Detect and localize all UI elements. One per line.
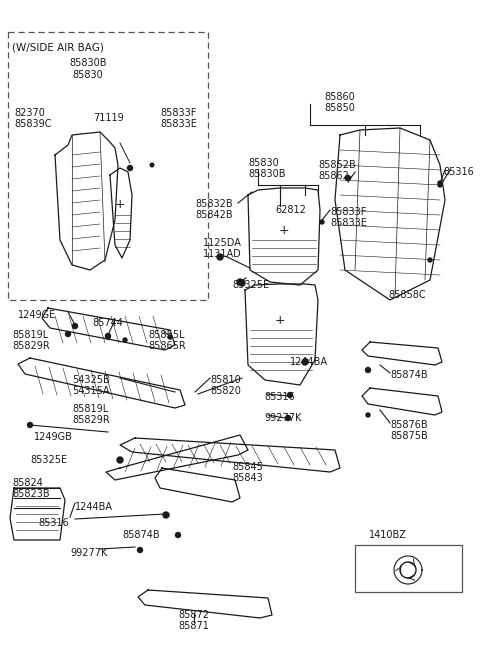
- Text: +: +: [279, 224, 289, 237]
- Text: 1244BA: 1244BA: [75, 502, 113, 512]
- Circle shape: [302, 359, 308, 365]
- Text: 1131AD: 1131AD: [203, 249, 242, 259]
- Circle shape: [438, 183, 442, 187]
- Circle shape: [150, 163, 154, 167]
- Text: 1244BA: 1244BA: [290, 357, 328, 367]
- Circle shape: [365, 367, 371, 373]
- Bar: [8, 32, 208, 300]
- Text: 85872: 85872: [179, 610, 209, 620]
- Text: 85876B: 85876B: [390, 420, 428, 430]
- Circle shape: [346, 176, 350, 180]
- Text: 71119: 71119: [93, 113, 124, 123]
- Text: 85830: 85830: [72, 70, 103, 80]
- Text: 85325E: 85325E: [232, 280, 269, 290]
- Text: 99277K: 99277K: [264, 413, 301, 423]
- Circle shape: [239, 280, 245, 286]
- Text: 85830: 85830: [248, 158, 279, 168]
- Text: 85833E: 85833E: [330, 218, 367, 228]
- Circle shape: [65, 331, 71, 337]
- Text: 85316: 85316: [264, 392, 295, 402]
- Circle shape: [288, 392, 292, 398]
- Circle shape: [217, 254, 223, 260]
- Text: 85839C: 85839C: [14, 119, 51, 129]
- Text: 85833F: 85833F: [160, 108, 196, 118]
- Text: 85820: 85820: [210, 386, 241, 396]
- Circle shape: [438, 181, 442, 185]
- Circle shape: [27, 422, 33, 428]
- Text: 85845: 85845: [233, 462, 264, 472]
- Text: 82370: 82370: [14, 108, 45, 118]
- Circle shape: [106, 333, 110, 338]
- Text: 85829R: 85829R: [72, 415, 110, 425]
- Text: 85874B: 85874B: [390, 370, 428, 380]
- Text: 85852B: 85852B: [318, 160, 356, 170]
- Circle shape: [106, 335, 110, 339]
- Text: 54315A: 54315A: [72, 386, 109, 396]
- Text: 85830B: 85830B: [248, 169, 286, 179]
- Text: 85325E: 85325E: [30, 455, 67, 465]
- Text: 85862: 85862: [318, 171, 349, 181]
- Text: +: +: [115, 199, 125, 211]
- Circle shape: [428, 258, 432, 262]
- Circle shape: [137, 548, 143, 552]
- Text: 85875B: 85875B: [390, 431, 428, 441]
- Text: 54325B: 54325B: [72, 375, 110, 385]
- Text: 85874B: 85874B: [122, 530, 160, 540]
- Text: 85316: 85316: [443, 167, 474, 177]
- Circle shape: [286, 415, 290, 420]
- Circle shape: [117, 457, 123, 463]
- Text: +: +: [275, 314, 285, 327]
- Text: 85316: 85316: [38, 518, 69, 528]
- Text: 85829R: 85829R: [12, 341, 50, 351]
- Text: 85824: 85824: [12, 478, 43, 488]
- Text: 85833E: 85833E: [160, 119, 197, 129]
- Circle shape: [366, 413, 370, 417]
- Text: 99277K: 99277K: [70, 548, 108, 558]
- Text: 85843: 85843: [233, 473, 264, 483]
- Text: 85871: 85871: [179, 621, 209, 631]
- Text: 85819L: 85819L: [72, 404, 108, 414]
- Circle shape: [163, 512, 169, 518]
- Text: 1125DA: 1125DA: [203, 238, 242, 248]
- Circle shape: [320, 220, 324, 224]
- Text: 1249GB: 1249GB: [34, 432, 73, 442]
- Text: 85858C: 85858C: [388, 290, 426, 300]
- Text: 85850: 85850: [324, 103, 355, 113]
- Text: 85832B: 85832B: [195, 199, 233, 209]
- Text: 62812: 62812: [275, 205, 306, 215]
- Text: (W/SIDE AIR BAG): (W/SIDE AIR BAG): [12, 42, 104, 52]
- Text: 85860: 85860: [324, 92, 355, 102]
- Text: 85842B: 85842B: [195, 210, 233, 220]
- Circle shape: [168, 335, 172, 339]
- Circle shape: [237, 279, 243, 285]
- Text: 85865R: 85865R: [148, 341, 186, 351]
- Text: 85810: 85810: [210, 375, 241, 385]
- Text: 85855L: 85855L: [148, 330, 184, 340]
- Text: 85833F: 85833F: [330, 207, 366, 217]
- Text: 85823B: 85823B: [12, 489, 49, 499]
- Bar: [355, 545, 462, 592]
- Circle shape: [176, 533, 180, 537]
- Circle shape: [72, 323, 77, 329]
- Text: 1249GE: 1249GE: [18, 310, 56, 320]
- Text: 85819L: 85819L: [12, 330, 48, 340]
- Text: 85830B: 85830B: [69, 58, 107, 68]
- Circle shape: [123, 338, 127, 342]
- Circle shape: [128, 165, 132, 171]
- Text: 85744: 85744: [92, 318, 123, 328]
- Text: 1410BZ: 1410BZ: [369, 530, 407, 540]
